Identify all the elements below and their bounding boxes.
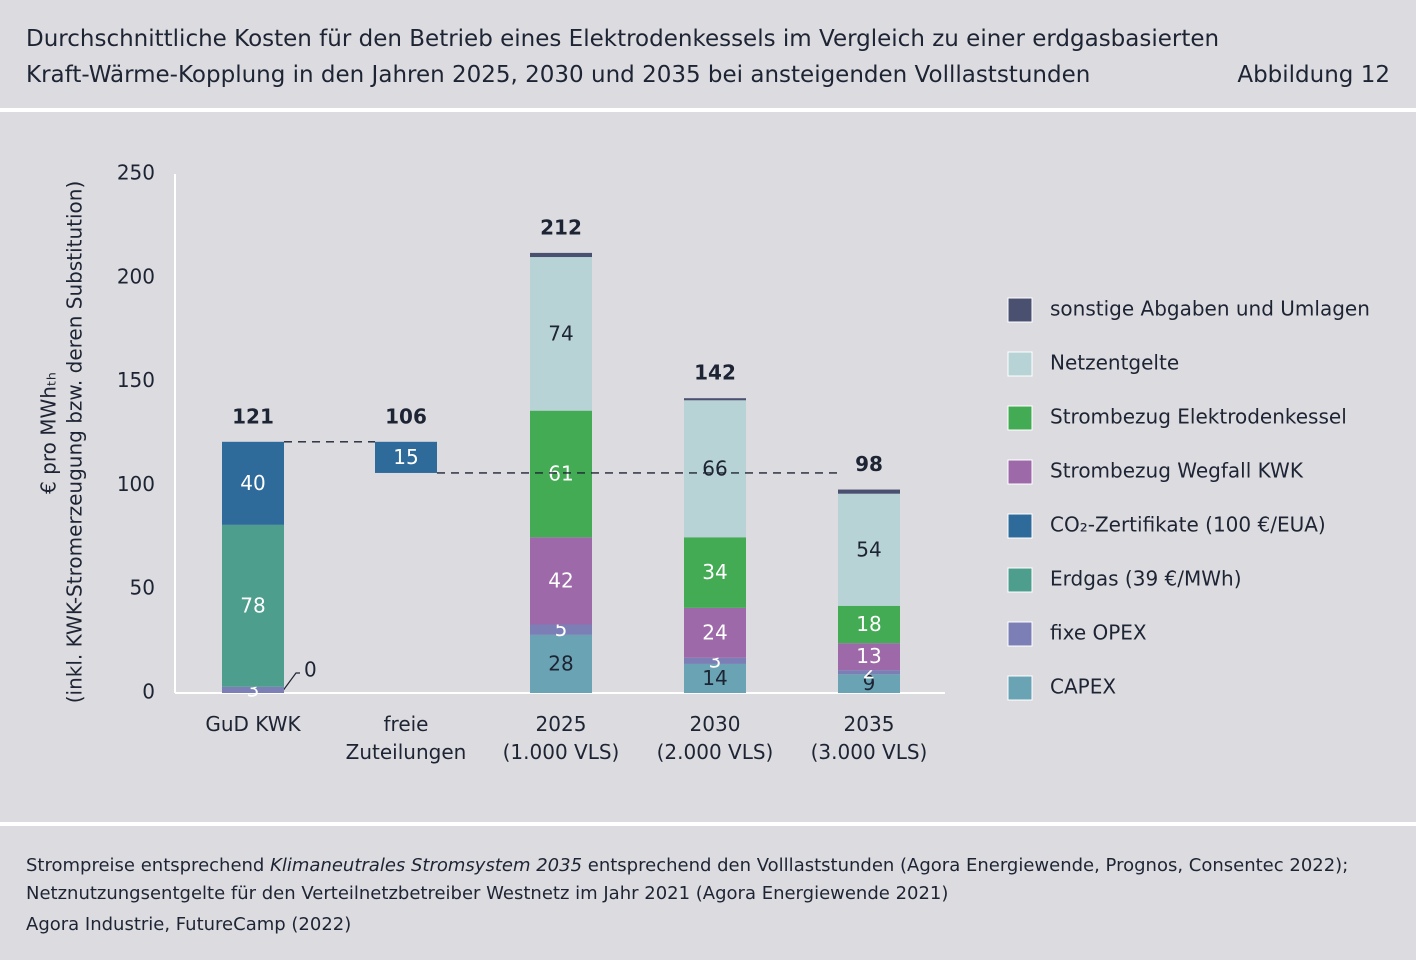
total-label: 106 — [385, 404, 427, 428]
value-label: 54 — [856, 537, 881, 561]
bar-segment — [838, 670, 900, 675]
header: Durchschnittliche Kosten für den Betrieb… — [0, 0, 1416, 112]
y-tick-label: 150 — [117, 368, 155, 392]
total-label: 98 — [855, 452, 883, 476]
bar-segment — [684, 607, 746, 658]
bar-segment — [684, 537, 746, 608]
legend-label: sonstige Abgaben und Umlagen — [1050, 297, 1370, 321]
bar-segment — [222, 686, 284, 693]
bar-segment — [530, 257, 592, 411]
source: Agora Industrie, FutureCamp (2022) — [26, 914, 352, 935]
bar-segment — [684, 398, 746, 401]
note-text: Klimaneutrales Stromsystem 2035 — [270, 855, 583, 876]
x-tick-label: 2025 (1.000 VLS) — [503, 712, 620, 764]
y-tick-label: 0 — [142, 680, 155, 704]
leader-line — [281, 672, 300, 693]
note: Strompreise entsprechend Klimaneutrales … — [26, 852, 1366, 908]
legend-label: Strombezug Elektrodenkessel — [1050, 405, 1347, 429]
bar-segment — [530, 252, 592, 258]
bar-segment — [530, 624, 592, 635]
total-label: 142 — [694, 361, 736, 385]
x-tick-label: 2030 (2.000 VLS) — [657, 712, 774, 764]
legend-swatch — [1007, 675, 1033, 701]
note-text: entsprechend den Volllaststunden (Agora … — [26, 855, 1349, 904]
title: Durchschnittliche Kosten für den Betrieb… — [26, 26, 1220, 52]
legend-swatch — [1007, 297, 1033, 323]
y-tick-label: 100 — [117, 472, 155, 496]
legend-swatch — [1007, 351, 1033, 377]
y-tick-label: 50 — [130, 576, 155, 600]
footer: Strompreise entsprechend Klimaneutrales … — [0, 822, 1416, 960]
y-tick-label: 250 — [117, 161, 155, 185]
bar-segment — [530, 537, 592, 625]
bar-segment — [530, 634, 592, 693]
value-label: 13 — [856, 644, 881, 668]
figure-number: Abbildung 12 — [1237, 62, 1390, 88]
total-label: 212 — [540, 215, 582, 239]
bar-segment — [375, 441, 437, 473]
legend-swatch — [1007, 567, 1033, 593]
value-label: 14 — [702, 666, 727, 690]
value-label: 9 — [863, 671, 876, 695]
title: Kraft-Wärme-Kopplung in den Jahren 2025,… — [26, 62, 1091, 88]
bar-segment — [530, 410, 592, 538]
legend-swatch — [1007, 621, 1033, 647]
value-label: 24 — [702, 620, 727, 644]
bar-segment — [222, 441, 284, 525]
x-tick-label: freie Zuteilungen — [346, 712, 467, 764]
bar-segment — [684, 663, 746, 693]
value-label: 74 — [548, 321, 573, 345]
x-tick-label: 2035 (3.000 VLS) — [811, 712, 928, 764]
value-label: 15 — [393, 445, 418, 469]
value-label: 66 — [702, 456, 727, 480]
bar-segment — [838, 643, 900, 671]
legend-label: CO₂-Zertifikate (100 €/EUA) — [1050, 513, 1326, 537]
bar-segment — [838, 493, 900, 606]
bar-segment — [838, 489, 900, 494]
bar-segment — [684, 400, 746, 538]
y-tick-label: 200 — [117, 264, 155, 288]
y-axis-label: (inkl. KWK-Stromerzeugung bzw. deren Sub… — [63, 181, 87, 704]
value-label: 40 — [240, 471, 265, 495]
bar-segment — [222, 524, 284, 687]
legend-label: fixe OPEX — [1050, 621, 1147, 645]
total-label: 121 — [232, 404, 274, 428]
note-text: Strompreise entsprechend — [26, 855, 271, 876]
legend-swatch — [1007, 513, 1033, 539]
value-label: 42 — [548, 568, 573, 592]
legend-label: Strombezug Wegfall KWK — [1050, 459, 1304, 483]
bar-segment — [838, 605, 900, 644]
legend-swatch — [1007, 459, 1033, 485]
y-axis-label: € pro MWhₜₕ — [37, 372, 61, 494]
legend-label: CAPEX — [1050, 675, 1116, 699]
bar-segment — [838, 674, 900, 693]
legend-label: Erdgas (39 €/MWh) — [1050, 567, 1242, 591]
value-label: 18 — [856, 612, 881, 636]
x-tick-label: GuD KWK — [205, 712, 301, 736]
value-label: 34 — [702, 560, 727, 584]
value-label: 0 — [304, 658, 317, 682]
value-label: 78 — [240, 593, 265, 617]
legend-swatch — [1007, 405, 1033, 431]
value-label: 28 — [548, 651, 573, 675]
legend-label: Netzentgelte — [1050, 351, 1179, 375]
bar-segment — [684, 657, 746, 664]
